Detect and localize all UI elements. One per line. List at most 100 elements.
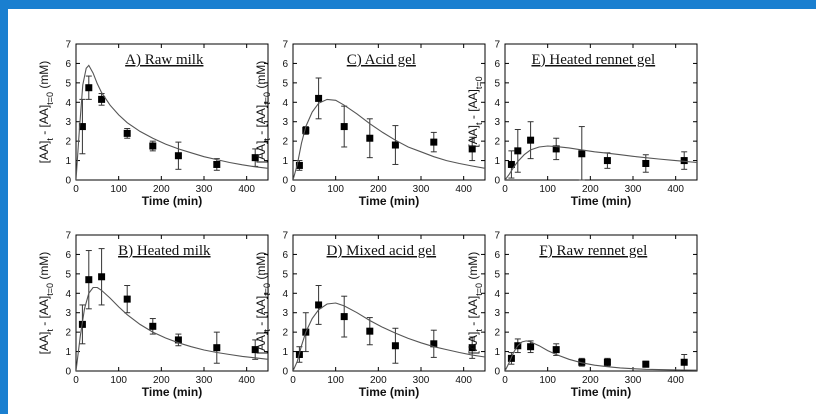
chart-4-data-point (149, 322, 157, 330)
chart-6-xtick-label: 0 (502, 375, 508, 386)
chart-5-data-point (340, 313, 348, 321)
chart-2-data-point (430, 138, 438, 146)
chart-6-data-point (527, 343, 535, 351)
chart-1-title: A) Raw milk (125, 52, 204, 68)
chart-2-xtick-label: 300 (413, 184, 430, 195)
chart-6-ytick-label: 7 (494, 231, 500, 242)
chart-4-ytick-label: 2 (65, 328, 71, 339)
chart-4-axes-box (75, 234, 269, 372)
chart-5-data-point (315, 301, 323, 309)
chart-6-xtick-label: 400 (667, 375, 684, 386)
chart-3-xlabel: Time (min) (571, 194, 631, 208)
chart-1-data-point (251, 154, 259, 162)
chart-2-data-point (340, 123, 348, 131)
chart-2-ytick-label: 2 (282, 137, 288, 148)
chart-6-xlabel: Time (min) (571, 385, 631, 399)
chart-3-data-point (680, 157, 688, 165)
chart-6-data-point (552, 346, 560, 354)
chart-3-data-point (603, 157, 611, 165)
chart-6-data-point (603, 358, 611, 366)
chart-5-title: D) Mixed acid gel (327, 243, 437, 259)
chart-4-data-point (85, 276, 93, 284)
chart-3-ytick-label: 0 (494, 176, 500, 187)
chart-5-ylabel: [AA]t - [AA]t=0 (mM) (254, 252, 272, 355)
chart-6-data-point (680, 358, 688, 366)
chart-6-xtick-label: 200 (582, 375, 599, 386)
chart-4-ytick-label: 4 (65, 289, 71, 300)
chart-5-xtick-label: 300 (413, 375, 430, 386)
chart-6-ytick-label: 3 (494, 308, 500, 319)
chart-3-ytick-label: 1 (494, 156, 500, 167)
chart-2-ytick-label: 6 (282, 59, 288, 70)
chart-4-data-point (174, 336, 182, 344)
chart-1-ytick-label: 2 (65, 137, 71, 148)
chart-2-xtick-label: 100 (327, 184, 344, 195)
chart-1-ytick-label: 3 (65, 117, 71, 128)
chart-3-axes-box (504, 43, 698, 181)
chart-6-ytick-label: 0 (494, 367, 500, 378)
chart-1-fit-line (76, 64, 268, 180)
chart-2-data-point (315, 94, 323, 102)
chart-5-ytick-label: 4 (282, 289, 288, 300)
chart-5-xtick-label: 400 (455, 375, 472, 386)
chart-2-ylabel: [AA]t - [AA]t=0 (mM) (254, 61, 272, 164)
figure-panel: 0 1 2 3 4 5 6 7 0 100 200 300 400 Time (min) [AA]t - [… (8, 9, 816, 414)
chart-6-ytick-label: 4 (494, 289, 500, 300)
chart-2-ytick-label: 4 (282, 98, 288, 109)
chart-2: 0 1 2 3 4 5 6 7 0 100 200 300 400 Time (min) [AA]t - [… (254, 40, 486, 208)
chart-2-axes-box (292, 43, 486, 181)
chart-4-xtick-label: 100 (110, 375, 127, 386)
chart-1-ytick-label: 0 (65, 176, 71, 187)
chart-4-ytick-label: 3 (65, 308, 71, 319)
chart-5-ytick-label: 0 (282, 367, 288, 378)
chart-3-ylabel: [AA]t - [AA]t=0 (466, 76, 484, 147)
chart-4-xtick-label: 400 (238, 375, 255, 386)
chart-3-ytick-label: 4 (494, 98, 500, 109)
chart-6-xtick-label: 100 (539, 375, 556, 386)
chart-2-title: C) Acid gel (347, 52, 416, 68)
chart-4-ytick-label: 0 (65, 367, 71, 378)
chart-1-data-point (174, 152, 182, 160)
chart-3-xtick-label: 300 (625, 184, 642, 195)
chart-3-xtick-label: 100 (539, 184, 556, 195)
chart-5-axes-box (292, 234, 486, 372)
chart-2-ytick-label: 1 (282, 156, 288, 167)
chart-1: 0 1 2 3 4 5 6 7 0 100 200 300 400 Time (min) [AA]t - [… (37, 40, 269, 208)
chart-2-xtick-label: 0 (290, 184, 296, 195)
chart-1-ytick-label: 6 (65, 59, 71, 70)
chart-2-data-point (302, 126, 310, 134)
chart-4: 0 1 2 3 4 5 6 7 0 100 200 300 400 Time (min) [AA]t - [… (37, 231, 269, 399)
chart-5-xtick-label: 100 (327, 375, 344, 386)
chart-2-xtick-label: 400 (455, 184, 472, 195)
chart-5-data-point (468, 344, 476, 352)
chart-6-ytick-label: 6 (494, 250, 500, 261)
chart-4-ytick-label: 7 (65, 231, 71, 242)
chart-4-xtick-label: 200 (153, 375, 170, 386)
chart-1-xtick-label: 300 (196, 184, 213, 195)
chart-5-ytick-label: 3 (282, 308, 288, 319)
chart-4-xlabel: Time (min) (142, 385, 202, 399)
chart-5-ytick-label: 1 (282, 347, 288, 358)
chart-5-ytick-label: 6 (282, 250, 288, 261)
chart-2-fit-line (293, 98, 485, 180)
chart-1-ytick-label: 4 (65, 98, 71, 109)
chart-5-ytick-label: 5 (282, 269, 288, 280)
chart-1-ytick-label: 5 (65, 78, 71, 89)
chart-1-ytick-label: 1 (65, 156, 71, 167)
chart-5-xtick-label: 200 (370, 375, 387, 386)
chart-5-fit-line (293, 302, 485, 371)
chart-1-data-point (98, 95, 106, 103)
chart-3-xtick-label: 200 (582, 184, 599, 195)
chart-1-data-point (213, 160, 221, 168)
chart-2-xtick-label: 200 (370, 184, 387, 195)
chart-4-data-point (213, 344, 221, 352)
chart-2-ytick-label: 0 (282, 176, 288, 187)
chart-3-data-point (578, 150, 586, 158)
chart-1-axes-box (75, 43, 269, 181)
chart-4-ylabel: [AA]t - [AA]t=0 (mM) (37, 252, 55, 355)
chart-1-data-point (85, 84, 93, 92)
chart-6-fit-line (505, 340, 697, 371)
chart-5-ytick-label: 7 (282, 231, 288, 242)
chart-1-data-point (78, 123, 86, 131)
chart-6-ytick-label: 2 (494, 328, 500, 339)
